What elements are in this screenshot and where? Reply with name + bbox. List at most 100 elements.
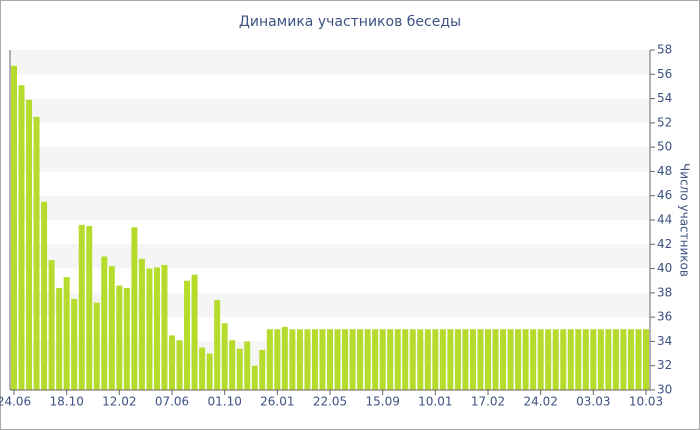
y-tick-label: 30 [657,383,672,397]
bar [161,264,168,390]
chart-title: Динамика участников беседы [239,14,461,30]
bar [296,329,303,390]
bar [48,260,55,390]
bar [289,329,296,390]
bar [78,224,85,390]
bar [447,329,454,390]
bar [221,323,228,390]
bar [71,298,78,390]
y-tick-label: 50 [657,140,672,154]
x-tick-label: 03.03 [576,395,610,409]
bar [153,267,160,390]
bar [575,329,582,390]
x-tick-label: 24.02 [523,395,557,409]
x-tick-label: 26.01 [260,395,294,409]
bar [620,329,627,390]
y-tick-label: 52 [657,115,672,129]
y-tick-label: 38 [657,285,672,299]
bar [33,116,40,391]
bar [597,329,604,390]
bar [605,329,612,390]
bar [251,365,258,390]
y-tick-label: 54 [657,91,672,105]
bar [274,329,281,390]
bar [206,353,213,390]
bar [86,226,93,390]
bar [454,329,461,390]
bar [116,285,123,390]
bar [402,329,409,390]
bar [485,329,491,390]
bar [469,329,476,390]
bar [281,326,288,390]
bar [304,329,311,390]
y-tick-label: 58 [657,43,672,57]
grid-band [10,195,650,220]
bar [101,256,108,390]
bar [327,329,333,390]
y-tick-label: 42 [657,237,672,251]
x-tick-label: 22.05 [313,395,347,409]
bar [500,329,507,390]
bar [146,268,153,390]
bar [537,329,544,390]
x-tick-label: 12.02 [102,395,136,409]
bar [199,347,206,390]
x-tick-label: 18.10 [49,395,83,409]
bar [176,340,183,390]
bar [108,266,115,390]
bar [409,329,416,390]
bar [169,335,175,390]
y-axis-label: Число участников [678,163,692,277]
bar [191,274,198,390]
bar [63,277,70,390]
bar [439,329,446,390]
bar [319,329,326,390]
bar [244,341,251,390]
bar [560,329,567,390]
y-tick-label: 44 [657,213,672,227]
bar [342,329,349,390]
bar [131,227,138,390]
bar [93,302,100,390]
bar [515,329,522,390]
y-tick-label: 34 [657,334,672,348]
bar [229,340,236,390]
y-tick-label: 48 [657,164,672,178]
grid-band [10,98,650,123]
bar [477,329,484,390]
bar [507,329,514,390]
bar [462,329,469,390]
bar [590,329,597,390]
bar [41,201,48,390]
bar [357,329,364,390]
x-tick-label: 24.06 [0,395,31,409]
bar [612,329,619,390]
bar [379,329,386,390]
bar [214,300,221,390]
y-tick-label: 40 [657,261,672,275]
x-tick-label: 10.03 [629,395,663,409]
bar [424,329,431,390]
bar [545,329,552,390]
bar [259,349,266,390]
x-tick-label: 01.10 [207,395,241,409]
bar [56,288,63,390]
bar [184,280,191,390]
bar [266,329,273,390]
bar [552,329,559,390]
bar [394,329,401,390]
bar [627,329,634,390]
bar [311,329,318,390]
y-tick-label: 32 [657,358,672,372]
bar [364,329,371,390]
y-tick-label: 36 [657,310,672,324]
bar [387,329,394,390]
bar [26,99,33,391]
bar [11,65,17,391]
bar [582,329,589,390]
bar [138,258,145,390]
bar [492,329,499,390]
x-tick-label: 07.06 [155,395,189,409]
